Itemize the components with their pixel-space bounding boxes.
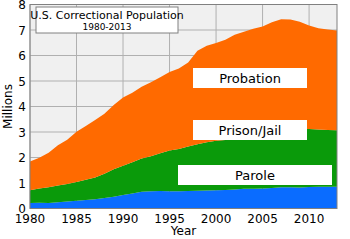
title: U.S. Correctional Population	[30, 9, 184, 22]
plot-bg	[30, 5, 337, 209]
y-axis-label: Millions	[1, 84, 15, 129]
x-tick-label: 1985	[61, 212, 92, 226]
series-label-box	[178, 165, 332, 185]
y-tick-label: 8	[18, 0, 26, 12]
areas	[30, 19, 337, 208]
y-tick-label: 4	[18, 100, 26, 114]
frame	[30, 5, 337, 209]
x-axis-label: Year	[170, 224, 196, 238]
y-tick-label: 1	[18, 177, 26, 191]
series-label-box	[193, 120, 307, 140]
series-label: Prison/Jail	[219, 123, 282, 138]
x-tick-label: 2000	[201, 212, 232, 226]
y-tick-label: 2	[18, 151, 26, 165]
chart: 0123456781980198519901995200020052010Yea…	[0, 0, 350, 239]
grid	[30, 5, 337, 209]
series-label-box	[193, 68, 307, 88]
x-tick-label: 1990	[108, 212, 139, 226]
x-tick-label: 2005	[247, 212, 278, 226]
y-tick-label: 6	[18, 49, 26, 63]
y-tick-label: 3	[18, 126, 26, 140]
series-label: Parole	[235, 168, 275, 183]
x-tick-label: 2010	[294, 212, 325, 226]
y-tick-label: 7	[18, 24, 26, 38]
series-label: Probation	[219, 71, 281, 86]
x-tick-label: 1980	[15, 212, 46, 226]
y-tick-label: 5	[18, 75, 26, 89]
subtitle: 1980-2013	[82, 22, 131, 32]
area	[30, 19, 337, 190]
